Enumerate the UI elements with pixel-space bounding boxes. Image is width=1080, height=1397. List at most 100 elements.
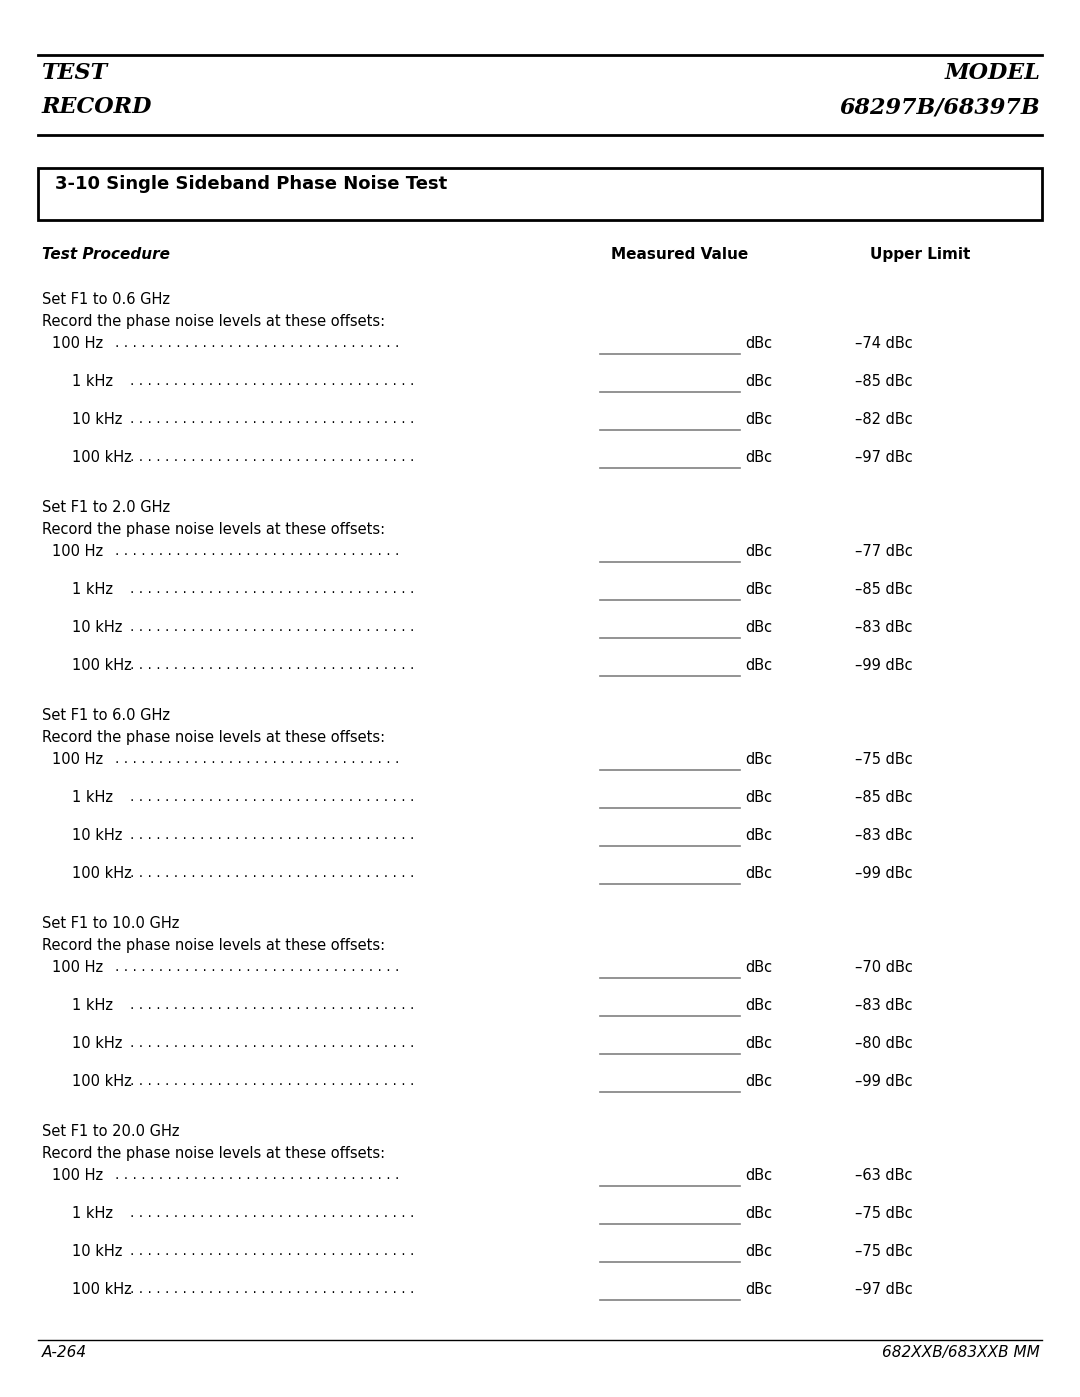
Text: dBc: dBc <box>745 866 772 882</box>
Text: 10 kHz: 10 kHz <box>72 1037 122 1051</box>
Text: 100 Hz: 100 Hz <box>52 1168 103 1183</box>
Text: Set F1 to 0.6 GHz: Set F1 to 0.6 GHz <box>42 292 170 307</box>
Text: dBc: dBc <box>745 583 772 597</box>
Text: 1 kHz: 1 kHz <box>72 789 113 805</box>
Text: dBc: dBc <box>745 997 772 1013</box>
Text: dBc: dBc <box>745 960 772 975</box>
Text: –99 dBc: –99 dBc <box>855 658 913 673</box>
Text: 100 kHz: 100 kHz <box>72 658 132 673</box>
Text: –97 dBc: –97 dBc <box>855 450 913 465</box>
Text: –75 dBc: –75 dBc <box>855 752 913 767</box>
Text: . . . . . . . . . . . . . . . . . . . . . . . . . . . . . . . . .: . . . . . . . . . . . . . . . . . . . . … <box>130 412 415 426</box>
Text: 10 kHz: 10 kHz <box>72 620 122 636</box>
Text: . . . . . . . . . . . . . . . . . . . . . . . . . . . . . . . . .: . . . . . . . . . . . . . . . . . . . . … <box>114 752 400 766</box>
Text: 1 kHz: 1 kHz <box>72 374 113 388</box>
Text: 1 kHz: 1 kHz <box>72 583 113 597</box>
Text: dBc: dBc <box>745 789 772 805</box>
Bar <box>38 168 1042 219</box>
Text: –70 dBc: –70 dBc <box>855 960 913 975</box>
Text: . . . . . . . . . . . . . . . . . . . . . . . . . . . . . . . . .: . . . . . . . . . . . . . . . . . . . . … <box>130 1206 415 1220</box>
Text: –80 dBc: –80 dBc <box>855 1037 913 1051</box>
Text: dBc: dBc <box>745 1168 772 1183</box>
Text: dBc: dBc <box>745 1206 772 1221</box>
Text: Measured Value: Measured Value <box>611 247 748 263</box>
Text: –99 dBc: –99 dBc <box>855 866 913 882</box>
Text: dBc: dBc <box>745 450 772 465</box>
Text: 100 kHz: 100 kHz <box>72 450 132 465</box>
Text: . . . . . . . . . . . . . . . . . . . . . . . . . . . . . . . . .: . . . . . . . . . . . . . . . . . . . . … <box>130 828 415 842</box>
Text: . . . . . . . . . . . . . . . . . . . . . . . . . . . . . . . . .: . . . . . . . . . . . . . . . . . . . . … <box>130 658 415 672</box>
Text: 10 kHz: 10 kHz <box>72 828 122 842</box>
Text: dBc: dBc <box>745 1074 772 1090</box>
Text: dBc: dBc <box>745 658 772 673</box>
Text: . . . . . . . . . . . . . . . . . . . . . . . . . . . . . . . . .: . . . . . . . . . . . . . . . . . . . . … <box>130 1243 415 1259</box>
Text: . . . . . . . . . . . . . . . . . . . . . . . . . . . . . . . . .: . . . . . . . . . . . . . . . . . . . . … <box>114 960 400 974</box>
Text: 3-10 Single Sideband Phase Noise Test: 3-10 Single Sideband Phase Noise Test <box>55 175 447 193</box>
Text: dBc: dBc <box>745 620 772 636</box>
Text: –77 dBc: –77 dBc <box>855 543 913 559</box>
Text: Set F1 to 2.0 GHz: Set F1 to 2.0 GHz <box>42 500 171 515</box>
Text: . . . . . . . . . . . . . . . . . . . . . . . . . . . . . . . . .: . . . . . . . . . . . . . . . . . . . . … <box>114 543 400 557</box>
Text: –75 dBc: –75 dBc <box>855 1206 913 1221</box>
Text: 100 kHz: 100 kHz <box>72 1282 132 1296</box>
Text: 10 kHz: 10 kHz <box>72 412 122 427</box>
Text: A-264: A-264 <box>42 1345 87 1361</box>
Text: –85 dBc: –85 dBc <box>855 374 913 388</box>
Text: . . . . . . . . . . . . . . . . . . . . . . . . . . . . . . . . .: . . . . . . . . . . . . . . . . . . . . … <box>130 1037 415 1051</box>
Text: 100 kHz: 100 kHz <box>72 866 132 882</box>
Text: Record the phase noise levels at these offsets:: Record the phase noise levels at these o… <box>42 937 386 953</box>
Text: 68297B/68397B: 68297B/68397B <box>839 96 1040 117</box>
Text: dBc: dBc <box>745 337 772 351</box>
Text: dBc: dBc <box>745 828 772 842</box>
Text: . . . . . . . . . . . . . . . . . . . . . . . . . . . . . . . . .: . . . . . . . . . . . . . . . . . . . . … <box>130 374 415 388</box>
Text: –83 dBc: –83 dBc <box>855 828 913 842</box>
Text: 1 kHz: 1 kHz <box>72 1206 113 1221</box>
Text: Test Procedure: Test Procedure <box>42 247 170 263</box>
Text: Set F1 to 10.0 GHz: Set F1 to 10.0 GHz <box>42 916 179 930</box>
Text: . . . . . . . . . . . . . . . . . . . . . . . . . . . . . . . . .: . . . . . . . . . . . . . . . . . . . . … <box>130 620 415 634</box>
Text: . . . . . . . . . . . . . . . . . . . . . . . . . . . . . . . . .: . . . . . . . . . . . . . . . . . . . . … <box>130 997 415 1011</box>
Text: 10 kHz: 10 kHz <box>72 1243 122 1259</box>
Text: –97 dBc: –97 dBc <box>855 1282 913 1296</box>
Text: . . . . . . . . . . . . . . . . . . . . . . . . . . . . . . . . .: . . . . . . . . . . . . . . . . . . . . … <box>130 583 415 597</box>
Text: 682XXB/683XXB MM: 682XXB/683XXB MM <box>882 1345 1040 1361</box>
Text: MODEL: MODEL <box>944 61 1040 84</box>
Text: Record the phase noise levels at these offsets:: Record the phase noise levels at these o… <box>42 731 386 745</box>
Text: –85 dBc: –85 dBc <box>855 789 913 805</box>
Text: 100 kHz: 100 kHz <box>72 1074 132 1090</box>
Text: dBc: dBc <box>745 1282 772 1296</box>
Text: Set F1 to 6.0 GHz: Set F1 to 6.0 GHz <box>42 708 170 724</box>
Text: . . . . . . . . . . . . . . . . . . . . . . . . . . . . . . . . .: . . . . . . . . . . . . . . . . . . . . … <box>130 1282 415 1296</box>
Text: Record the phase noise levels at these offsets:: Record the phase noise levels at these o… <box>42 314 386 330</box>
Text: –85 dBc: –85 dBc <box>855 583 913 597</box>
Text: Upper Limit: Upper Limit <box>869 247 970 263</box>
Text: dBc: dBc <box>745 1037 772 1051</box>
Text: dBc: dBc <box>745 374 772 388</box>
Text: 100 Hz: 100 Hz <box>52 337 103 351</box>
Text: RECORD: RECORD <box>42 96 152 117</box>
Text: . . . . . . . . . . . . . . . . . . . . . . . . . . . . . . . . .: . . . . . . . . . . . . . . . . . . . . … <box>130 789 415 805</box>
Text: dBc: dBc <box>745 752 772 767</box>
Text: –75 dBc: –75 dBc <box>855 1243 913 1259</box>
Text: 1 kHz: 1 kHz <box>72 997 113 1013</box>
Text: –74 dBc: –74 dBc <box>855 337 913 351</box>
Text: –99 dBc: –99 dBc <box>855 1074 913 1090</box>
Text: . . . . . . . . . . . . . . . . . . . . . . . . . . . . . . . . .: . . . . . . . . . . . . . . . . . . . . … <box>130 866 415 880</box>
Text: Set F1 to 20.0 GHz: Set F1 to 20.0 GHz <box>42 1125 179 1139</box>
Text: . . . . . . . . . . . . . . . . . . . . . . . . . . . . . . . . .: . . . . . . . . . . . . . . . . . . . . … <box>114 1168 400 1182</box>
Text: –82 dBc: –82 dBc <box>855 412 913 427</box>
Text: TEST: TEST <box>42 61 108 84</box>
Text: Record the phase noise levels at these offsets:: Record the phase noise levels at these o… <box>42 1146 386 1161</box>
Text: dBc: dBc <box>745 1243 772 1259</box>
Text: 100 Hz: 100 Hz <box>52 752 103 767</box>
Text: –83 dBc: –83 dBc <box>855 620 913 636</box>
Text: Record the phase noise levels at these offsets:: Record the phase noise levels at these o… <box>42 522 386 536</box>
Text: . . . . . . . . . . . . . . . . . . . . . . . . . . . . . . . . .: . . . . . . . . . . . . . . . . . . . . … <box>130 450 415 464</box>
Text: 100 Hz: 100 Hz <box>52 543 103 559</box>
Text: . . . . . . . . . . . . . . . . . . . . . . . . . . . . . . . . .: . . . . . . . . . . . . . . . . . . . . … <box>130 1074 415 1088</box>
Text: dBc: dBc <box>745 412 772 427</box>
Text: dBc: dBc <box>745 543 772 559</box>
Text: –83 dBc: –83 dBc <box>855 997 913 1013</box>
Text: 100 Hz: 100 Hz <box>52 960 103 975</box>
Text: . . . . . . . . . . . . . . . . . . . . . . . . . . . . . . . . .: . . . . . . . . . . . . . . . . . . . . … <box>114 337 400 351</box>
